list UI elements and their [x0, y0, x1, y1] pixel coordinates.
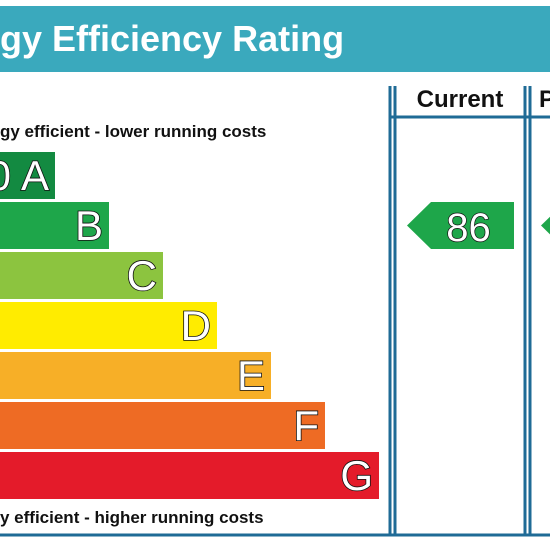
band-b-bar	[0, 202, 109, 249]
frame	[0, 86, 550, 537]
band-b-letter: B	[75, 202, 103, 249]
band-g-letter: G	[340, 452, 373, 499]
column-header-potential: P	[539, 86, 550, 113]
top-caption: gy efficient - lower running costs	[0, 122, 266, 141]
bands-group: 0ABCDEFG	[0, 151, 379, 500]
band-g-bar	[0, 452, 379, 499]
band-e-bar	[0, 352, 271, 399]
band-a-letter: A	[21, 152, 49, 199]
band-d-bar	[0, 302, 217, 349]
ratings-group: 86	[407, 202, 550, 251]
band-d-letter: D	[181, 302, 211, 349]
band-f-letter: F	[293, 402, 319, 449]
band-e-letter: E	[237, 352, 265, 399]
title-bar	[0, 6, 550, 72]
chart-title: gy Efficiency Rating	[0, 18, 344, 59]
band-a-range: 0	[0, 152, 11, 199]
bottom-caption: y efficient - higher running costs	[0, 508, 264, 527]
band-a-bar	[0, 152, 55, 199]
band-c-letter: C	[127, 252, 157, 299]
band-c-bar	[0, 252, 163, 299]
rating-value-current: 86	[446, 206, 491, 250]
band-f-bar	[0, 402, 325, 449]
rating-arrow-current	[407, 202, 514, 249]
column-header-current: Current	[417, 86, 504, 113]
rating-arrow-p	[541, 216, 550, 235]
